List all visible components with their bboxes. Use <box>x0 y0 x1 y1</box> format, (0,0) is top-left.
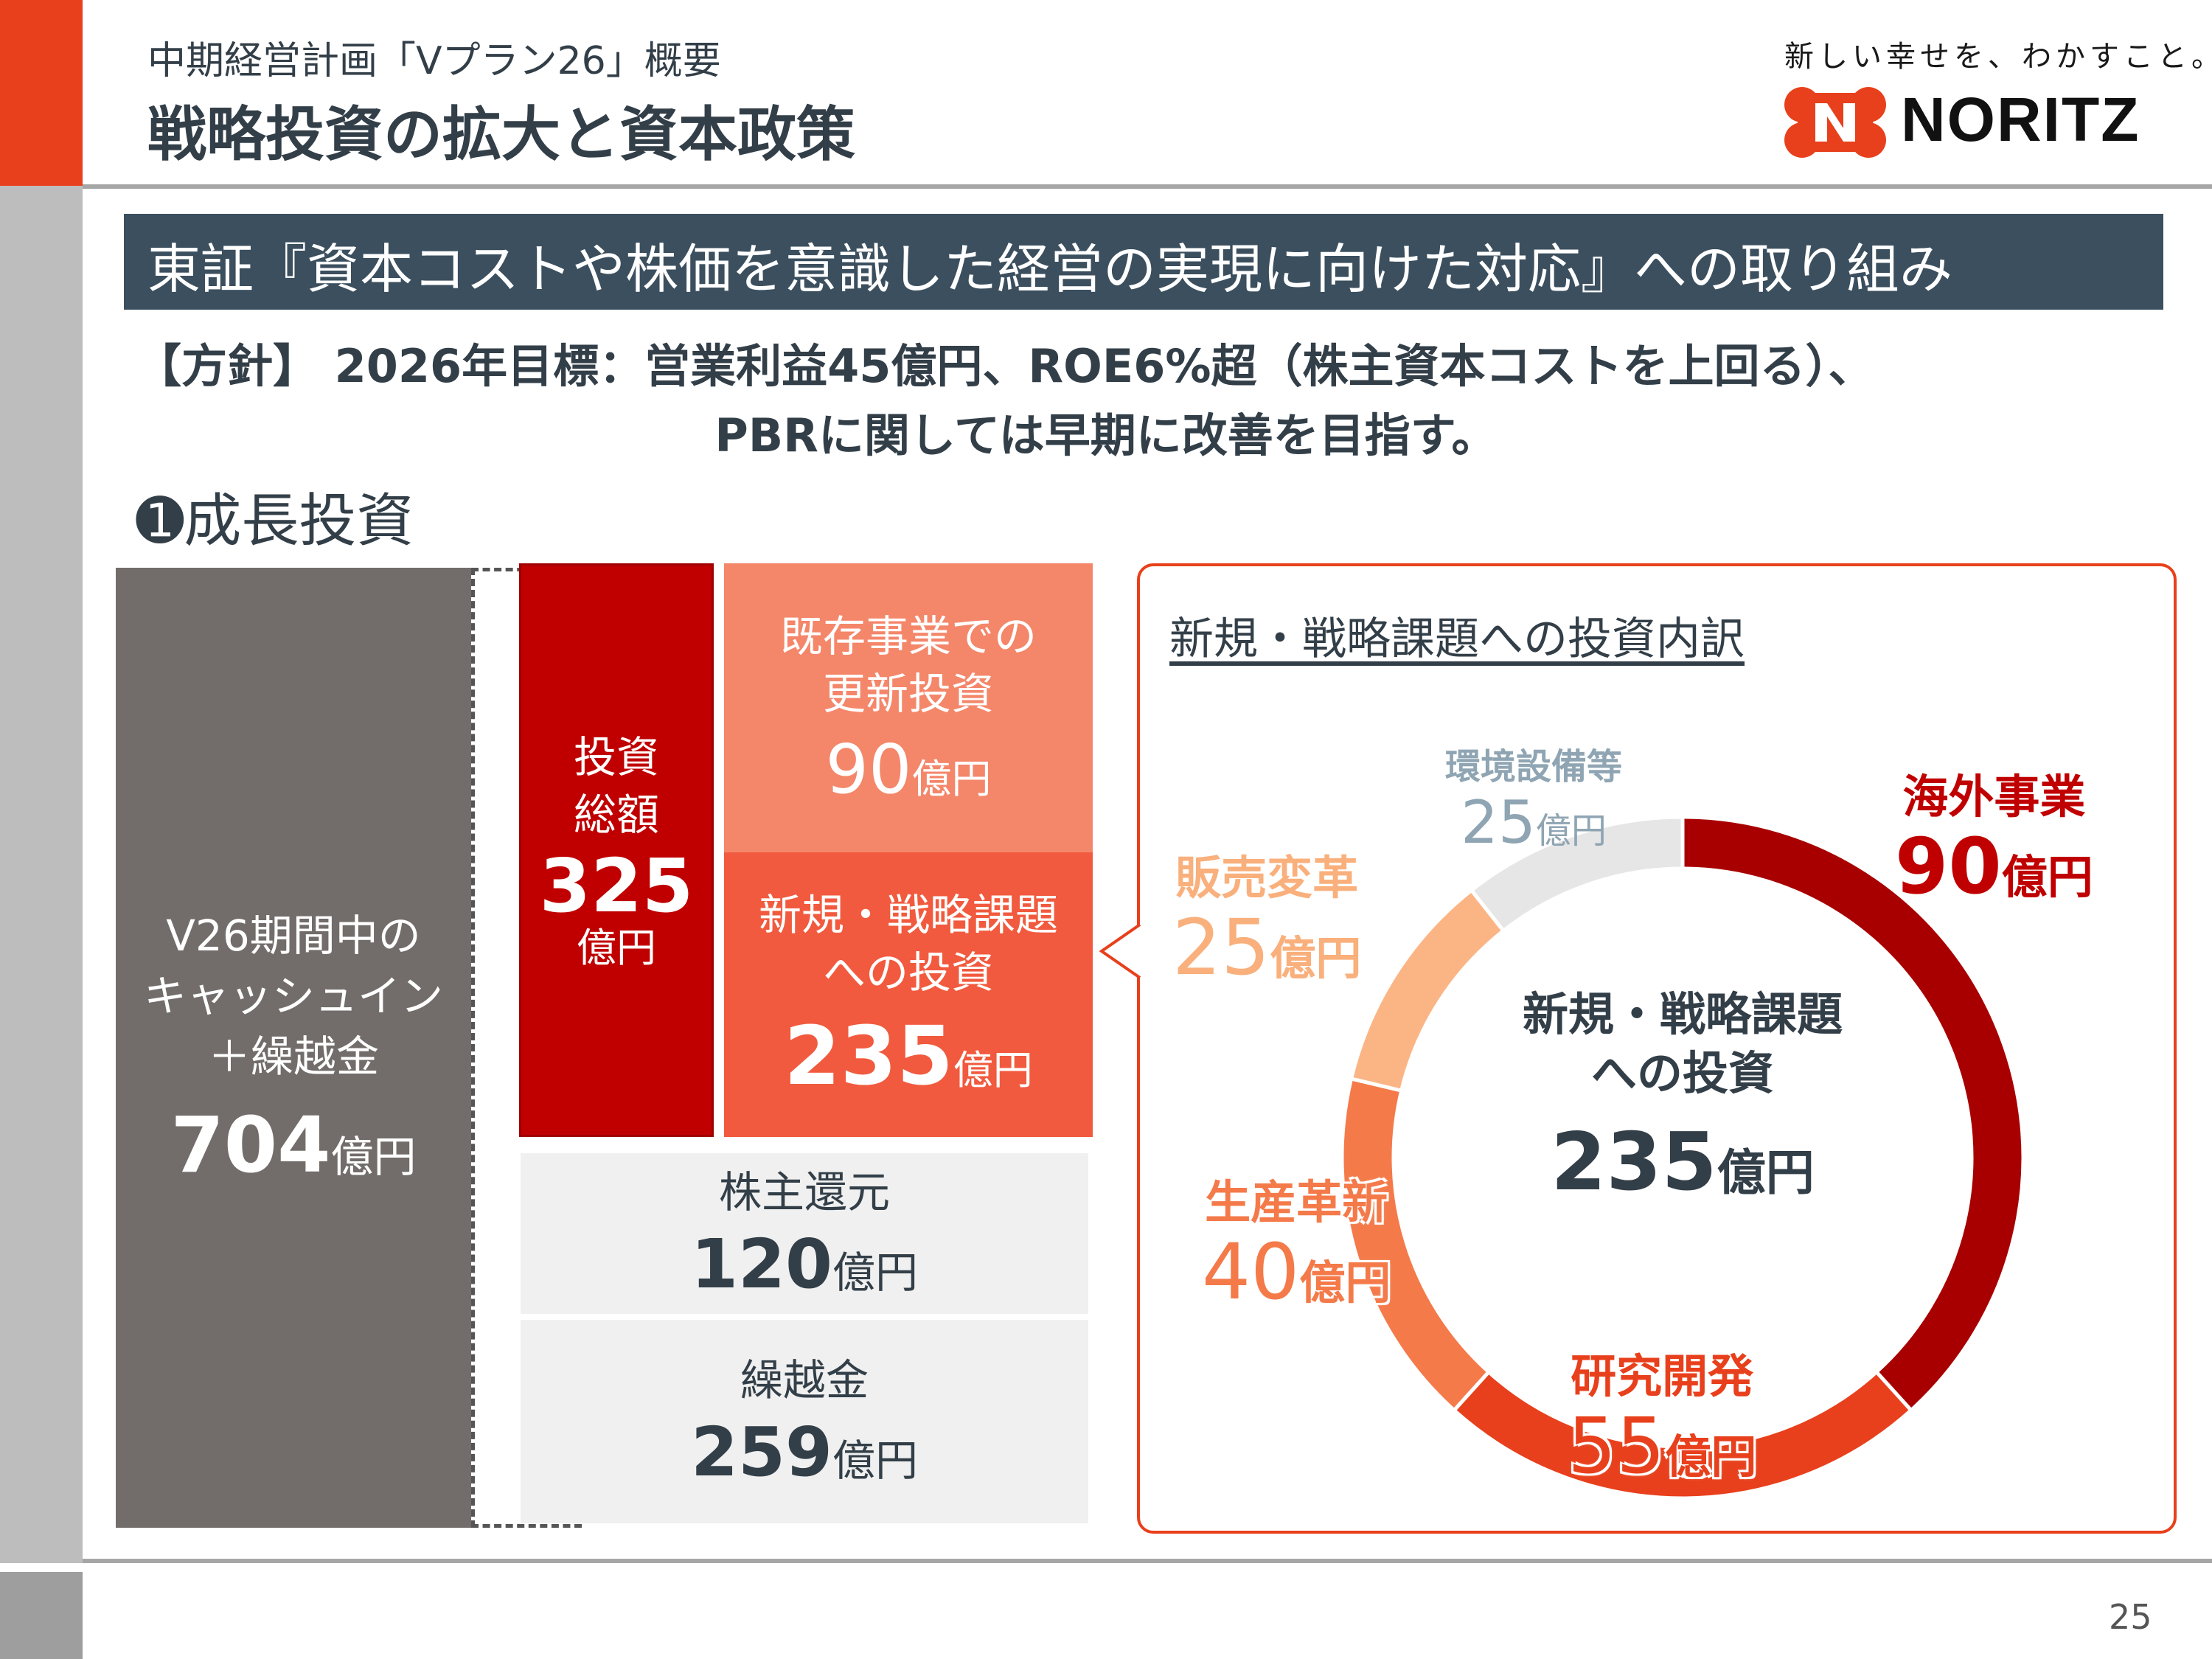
page-title: 戦略投資の拡大と資本政策 <box>147 100 855 169</box>
slice-label-rnd: 研究開発 55億円 <box>1568 1349 1757 1491</box>
slice-value-rnd: 55 <box>1568 1401 1666 1491</box>
slice-label-overseas: 海外事業 90億円 <box>1895 770 2093 911</box>
investment-total-label-1: 投資 <box>573 732 659 782</box>
policy-line-1: 【方針】 2026年目標：営業利益45億円、ROE6%超（株主資本コストを上回る… <box>136 339 1874 393</box>
investment-total-label-2: 総額 <box>573 790 659 840</box>
dashed-bracket-vertical <box>471 568 475 1528</box>
new-investment-value: 235億円 <box>784 1009 1033 1103</box>
slice-value-production: 40 <box>1202 1227 1300 1317</box>
carryover-block: 繰越金 259億円 <box>521 1320 1088 1523</box>
policy-line-2: PBRに関しては早期に改善を目指す。 <box>714 408 1498 462</box>
new-investment-label-2: への投資 <box>822 947 994 998</box>
cash-label-3: ＋繰越金 <box>207 1032 379 1082</box>
slice-label-sales: 販売変革 25億円 <box>1172 851 1362 992</box>
donut-center-line-1: 新規・戦略課題 <box>1522 987 1843 1041</box>
brand-slogan: 新しい幸せを、わかすこと。 <box>1784 40 2212 74</box>
slice-label-environment: 環境設備等 25億円 <box>1445 746 1623 857</box>
slice-value-sales: 25 <box>1172 902 1270 992</box>
renewal-label-2: 更新投資 <box>822 668 994 719</box>
page-number: 25 <box>2109 1597 2152 1637</box>
investment-total-value: 325 <box>539 843 694 929</box>
cash-in-block: V26期間中の キャッシュイン ＋繰越金 704億円 <box>116 568 471 1528</box>
slice-label-production: 生産革新 40億円 <box>1202 1175 1391 1317</box>
donut-center-line-2: への投資 <box>1590 1046 1774 1100</box>
callout-pointer <box>1099 923 1141 979</box>
slice-value-overseas: 90 <box>1895 821 2002 911</box>
slice-value-environment: 25 <box>1461 788 1536 857</box>
shareholder-return-value: 120億円 <box>690 1224 919 1304</box>
cash-label-1: V26期間中の <box>166 911 421 961</box>
cash-value: 704億円 <box>170 1100 417 1190</box>
donut-center-value: 235億円 <box>1551 1116 1815 1208</box>
new-investment-block: 新規・戦略課題 への投資 235億円 <box>724 852 1093 1137</box>
carryover-label: 繰越金 <box>740 1354 869 1405</box>
new-investment-label-1: 新規・戦略課題 <box>758 890 1058 940</box>
footer-divider <box>83 1559 2212 1563</box>
side-bar <box>0 186 83 1563</box>
shareholder-return-label: 株主還元 <box>718 1166 890 1217</box>
footer-side-bar <box>0 1572 83 1659</box>
carryover-value: 259億円 <box>690 1412 919 1492</box>
cash-label-2: キャッシュイン <box>143 971 443 1021</box>
renewal-value: 90億円 <box>825 729 992 809</box>
breakdown-title: 新規・戦略課題への投資内訳 <box>1169 613 1745 665</box>
investment-total-block: 投資 総額 325 億円 <box>519 563 714 1137</box>
banner <box>124 214 2163 310</box>
banner-title: 東証『資本コストや株価を意識した経営の実現に向けた対応』への取り組み <box>147 238 1953 300</box>
renewal-investment-block: 既存事業での 更新投資 90億円 <box>724 563 1093 852</box>
page-subtitle: 中期経営計画「Vプラン26」概要 <box>147 39 721 83</box>
logo-wordmark: NORITZ <box>1901 85 2140 154</box>
header-divider <box>83 184 2212 189</box>
renewal-label-1: 既存事業での <box>779 611 1037 661</box>
noritz-logo-icon <box>1784 87 1886 158</box>
section-heading: ➊成長投資 <box>136 488 414 554</box>
shareholder-return-block: 株主還元 120億円 <box>521 1153 1088 1314</box>
header-accent-bar <box>0 0 83 186</box>
donut-center-label: 新規・戦略課題 への投資 235億円 <box>1484 985 1882 1208</box>
investment-total-unit: 億円 <box>577 925 656 971</box>
